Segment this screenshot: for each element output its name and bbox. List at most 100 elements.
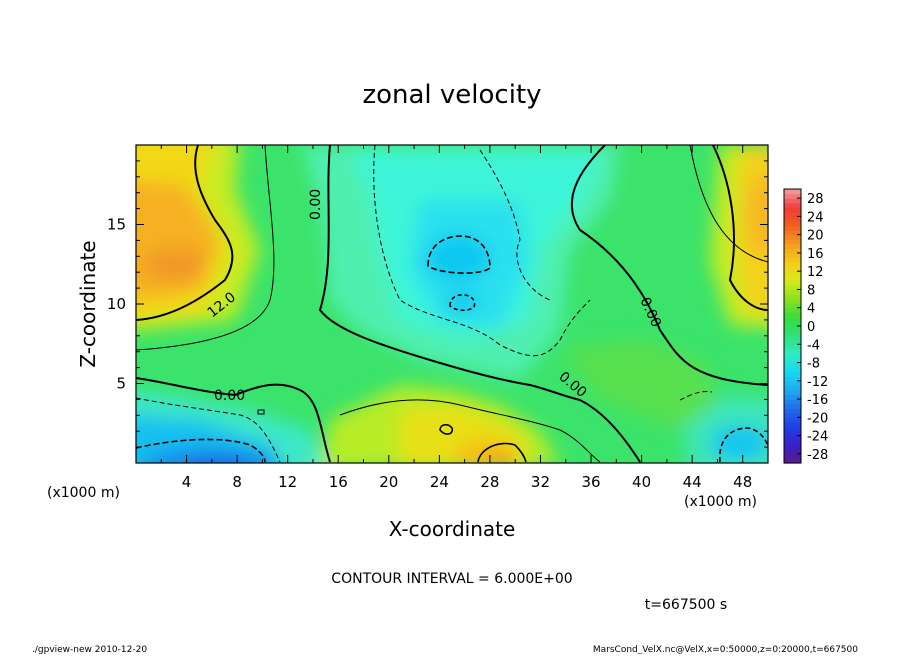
colorbar-tick-label: 24 (807, 210, 824, 225)
colorbar-swatch (784, 431, 801, 437)
x-tick-label: 8 (232, 473, 242, 491)
colorbar-swatch (784, 211, 801, 217)
colorbar-tick-label: 8 (807, 283, 815, 298)
x-axis-title: X-coordinate (389, 517, 516, 541)
colorbar-swatch (784, 216, 801, 222)
colorbar-swatch (784, 307, 801, 313)
colorbar: 28 24 20 16 12 8 4 0 -4 -8 -12 -16 -20 -24 -28 (783, 188, 828, 464)
colorbar-tick-label: -20 (807, 411, 828, 426)
x-tick-label: 48 (733, 473, 752, 491)
y-axis-title: Z-coordinate (76, 240, 100, 367)
chart-title: zonal velocity (362, 80, 541, 110)
x-tick-label: 32 (531, 473, 550, 491)
colorbar-swatch (784, 339, 801, 345)
colorbar-tick-label: 0 (807, 320, 815, 335)
contour-label: 0.00 (308, 189, 324, 220)
colorbar-tick-label: -8 (807, 357, 820, 372)
colorbar-swatch (784, 367, 801, 373)
x-tick-label: 4 (182, 473, 192, 491)
colorbar-tick-label: 12 (807, 265, 824, 280)
colorbar-swatch (784, 371, 801, 377)
footer-right: MarsCond_VelX.nc@VelX,x=0:50000,z=0:2000… (593, 645, 858, 654)
colorbar-swatch (784, 321, 801, 327)
colorbar-tick-label: 16 (807, 247, 824, 262)
colorbar-swatch (784, 262, 801, 268)
colorbar-swatch (784, 408, 801, 414)
colorbar-swatch (784, 357, 801, 364)
y-tick-label: 10 (107, 295, 126, 313)
colorbar-swatch (784, 198, 801, 204)
colorbar-swatch (784, 458, 801, 464)
colorbar-swatch (784, 421, 801, 428)
time-label: t=667500 s (645, 597, 727, 613)
colorbar-swatch (784, 248, 801, 254)
colorbar-swatch (784, 348, 801, 354)
colorbar-swatch (784, 298, 801, 304)
colorbar-swatch (784, 412, 801, 418)
colorbar-swatch (784, 376, 801, 382)
x-tick-label: 44 (683, 473, 702, 491)
colorbar-swatch (784, 275, 801, 281)
colorbar-swatch (784, 326, 801, 332)
colorbar-tick-label: -12 (807, 375, 828, 390)
footer-left: ./gpview-new 2010-12-20 (32, 645, 147, 654)
x-tick-label: 28 (480, 473, 499, 491)
y-tick-label: 5 (116, 375, 126, 393)
colorbar-swatch (784, 239, 801, 245)
x-unit-right: (x1000 m) (684, 494, 757, 510)
colorbar-swatch (784, 444, 801, 450)
colorbar-swatch (784, 207, 801, 213)
colorbar-swatch (784, 289, 801, 295)
colorbar-swatch (784, 284, 801, 291)
colorbar-swatch (784, 294, 801, 300)
colorbar-tick-label: 20 (807, 229, 824, 244)
colorbar-swatch (784, 389, 801, 396)
colorbar-swatch (784, 344, 801, 350)
y-tick-label: 15 (107, 216, 126, 234)
colorbar-swatch (784, 202, 801, 208)
colorbar-swatch (784, 243, 801, 249)
colorbar-swatch (784, 266, 801, 272)
colorbar-swatch (784, 230, 801, 236)
colorbar-swatch (784, 189, 801, 195)
x-tick-label: 20 (379, 473, 398, 491)
colorbar-swatch (784, 225, 801, 231)
colorbar-swatch (784, 403, 801, 409)
x-unit-left: (x1000 m) (47, 485, 120, 501)
x-axis: 4 8 12 16 20 24 28 32 36 40 44 48 (160, 145, 752, 491)
colorbar-swatch (784, 252, 801, 259)
colorbar-swatch (784, 453, 801, 460)
colorbar-swatch (784, 257, 801, 263)
colorbar-swatch (784, 335, 801, 341)
colorbar-swatch (784, 362, 801, 368)
y-axis: 5 10 15 (107, 160, 768, 448)
colorbar-tick-label: 28 (807, 192, 824, 207)
colorbar-tick-label: -28 (807, 448, 828, 463)
x-tick-label: 12 (278, 473, 297, 491)
colorbar-swatch (784, 440, 801, 446)
colorbar-swatch (784, 385, 801, 391)
colorbar-swatch (784, 271, 801, 277)
colorbar-swatch (784, 193, 801, 199)
colorbar-tick-label: 4 (807, 302, 815, 317)
colorbar-swatch (784, 234, 801, 240)
colorbar-swatch (784, 280, 801, 286)
colorbar-swatch (784, 380, 801, 386)
colorbar-tick-label: -4 (807, 338, 820, 353)
x-tick-label: 36 (581, 473, 600, 491)
colorbar-swatch (784, 312, 801, 318)
x-tick-label: 24 (430, 473, 449, 491)
colorbar-swatch (784, 394, 801, 400)
colorbar-tick-label: -16 (807, 393, 828, 408)
colorbar-swatch (784, 303, 801, 309)
x-tick-label: 16 (329, 473, 348, 491)
x-tick-label: 40 (632, 473, 651, 491)
colorbar-swatch (784, 330, 801, 336)
contour-label: 0.00 (214, 388, 245, 404)
colorbar-swatch (784, 426, 801, 432)
colorbar-swatch (784, 449, 801, 455)
colorbar-swatch (784, 316, 801, 323)
heatmap-field (136, 145, 768, 463)
contour-interval: CONTOUR INTERVAL = 6.000E+00 (331, 571, 572, 587)
